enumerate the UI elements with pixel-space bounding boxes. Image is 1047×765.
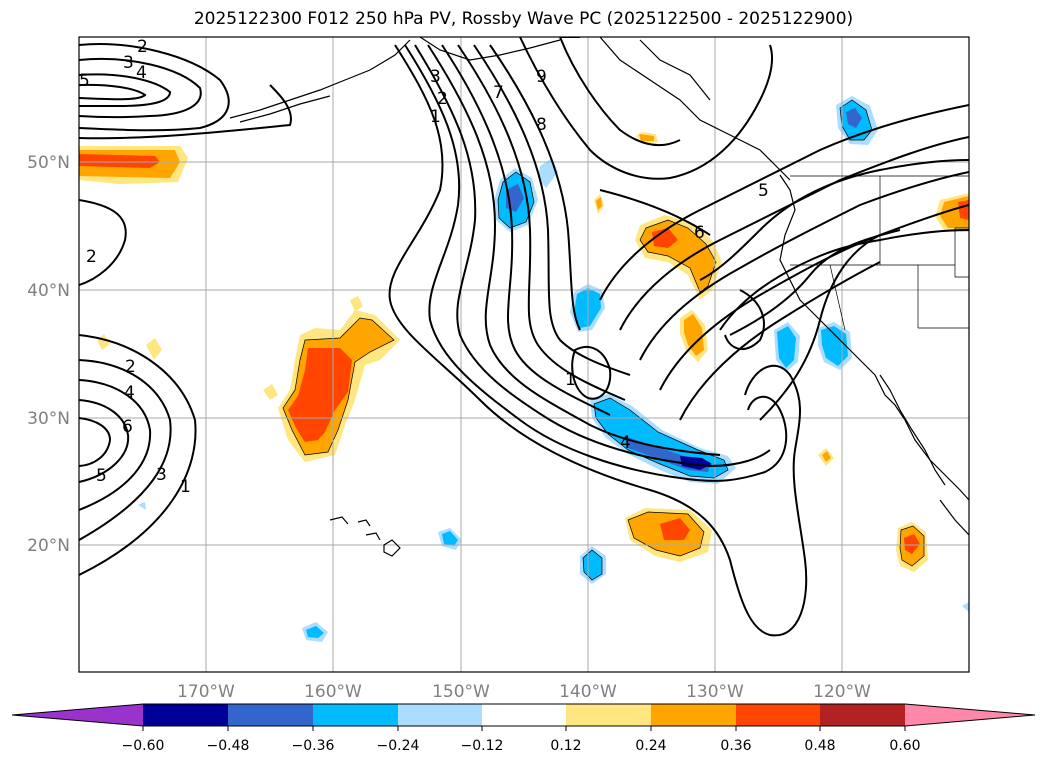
contour-label: 5 [79, 71, 90, 91]
pv-contours [79, 37, 969, 637]
contour-label: 2 [86, 247, 97, 267]
lon-label: 160°W [304, 682, 362, 702]
map-plot-area [79, 37, 969, 672]
pv-shading-outlines [282, 99, 925, 581]
colorbar-tick-label: −0.24 [377, 738, 420, 754]
contour-label: 3 [156, 465, 167, 485]
colorbar-tick-label: 0.36 [720, 738, 751, 754]
colorbar-tick-label: 0.24 [635, 738, 666, 754]
longitude-labels: 170°W 160°W 150°W 140°W 130°W 120°W [177, 682, 871, 702]
contour-label: 9 [536, 67, 547, 87]
lon-label: 150°W [432, 682, 490, 702]
lat-label: 30°N [27, 409, 70, 429]
colorbar-tick-label: 0.12 [550, 738, 581, 754]
colorbar-segment [651, 704, 736, 726]
coastlines [229, 37, 969, 557]
lat-label: 50°N [27, 153, 70, 173]
contour-label: 5 [758, 181, 769, 201]
contour-label: 2 [437, 89, 448, 109]
lon-label: 140°W [559, 682, 617, 702]
colorbar-segment [736, 704, 820, 726]
contour-label: 8 [536, 115, 547, 135]
colorbar-segment [482, 704, 566, 726]
contour-label: 3 [123, 53, 134, 73]
colorbar-tick-label: −0.60 [122, 738, 165, 754]
colorbar-segment [398, 704, 482, 726]
colorbar-segment [566, 704, 651, 726]
contour-label: 3 [430, 67, 441, 87]
map-title: 2025122300 F012 250 hPa PV, Rossby Wave … [193, 9, 854, 29]
graticule [79, 37, 969, 672]
colorbar-tick-label: −0.48 [207, 738, 250, 754]
colorbar-segment [143, 704, 228, 726]
latitude-labels: 50°N 40°N 30°N 20°N [27, 153, 70, 556]
colorbar-extend-max [905, 704, 1035, 726]
colorbar-segment [313, 704, 398, 726]
colorbar-segment [820, 704, 905, 726]
contour-label: 4 [124, 383, 135, 403]
colorbar-segment [228, 704, 313, 726]
colorbar: −0.60 −0.48 −0.36 −0.24 −0.12 0.12 0.24 … [11, 703, 1036, 754]
lon-label: 130°W [686, 682, 744, 702]
contour-label: 2 [137, 37, 148, 57]
contour-labels: 2 3 4 5 2 2 4 6 5 3 1 3 2 1 7 8 9 5 6 4 … [79, 37, 769, 497]
colorbar-extend-min [12, 704, 143, 726]
contour-label: 1 [430, 107, 441, 127]
political-borders [790, 175, 969, 331]
colorbar-tick-label: 0.48 [804, 738, 835, 754]
colorbar-tick-label: −0.36 [292, 738, 335, 754]
contour-label: 1 [180, 477, 191, 497]
contour-label: 7 [493, 83, 504, 103]
contour-label: 6 [122, 417, 133, 437]
lat-label: 40°N [27, 281, 70, 301]
contour-label: 5 [96, 466, 107, 486]
contour-label: 4 [136, 63, 147, 83]
colorbar-tick-label: −0.12 [461, 738, 504, 754]
map-frame [78, 36, 970, 673]
contour-label: 1 [565, 370, 576, 390]
contour-label: 6 [694, 223, 705, 243]
contour-label: 2 [125, 357, 136, 377]
contour-label: 4 [620, 433, 631, 453]
lon-label: 170°W [177, 682, 235, 702]
lon-label: 120°W [813, 682, 871, 702]
lat-label: 20°N [27, 536, 70, 556]
colorbar-tick-label: 0.60 [889, 738, 920, 754]
